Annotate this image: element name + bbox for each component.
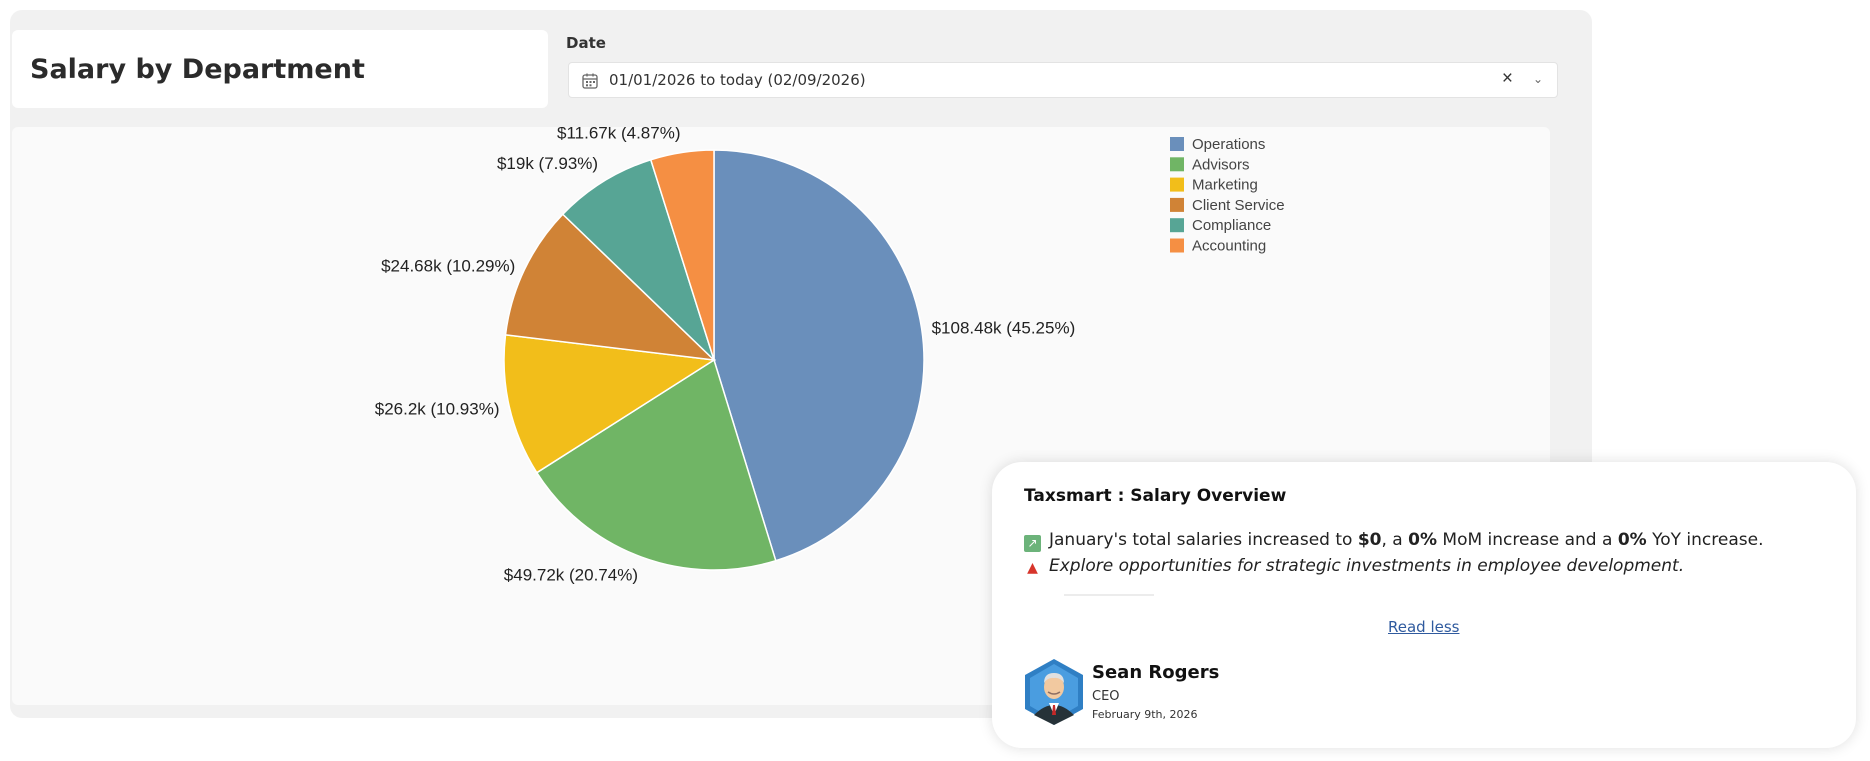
legend-label-marketing[interactable]: Marketing bbox=[1192, 177, 1258, 194]
legend-label-compliance[interactable]: Compliance bbox=[1192, 217, 1271, 234]
chart-increasing-icon: ↗ bbox=[1024, 535, 1041, 552]
clear-icon[interactable]: × bbox=[1501, 68, 1513, 89]
page-title: Salary by Department bbox=[30, 54, 365, 85]
pie-slice-client-service[interactable] bbox=[504, 213, 717, 362]
pie-slice-marketing[interactable] bbox=[503, 333, 717, 474]
date-range-value: 01/01/2026 to today (02/09/2026) bbox=[609, 71, 866, 89]
data-label-advisors: $49.72k (20.74%) bbox=[504, 565, 638, 584]
pie-slice-accounting[interactable] bbox=[649, 149, 715, 361]
chevron-down-icon[interactable]: ⌄ bbox=[1532, 72, 1543, 86]
alarm-light-icon: ▲ bbox=[1027, 560, 1038, 576]
salary-overview-card: Taxsmart : Salary Overview ↗ January's to… bbox=[992, 462, 1856, 748]
legend-swatch-advisors bbox=[1170, 157, 1184, 172]
insight-text-3: MoM increase and a bbox=[1437, 530, 1618, 550]
insight-total-value: $0 bbox=[1357, 530, 1382, 550]
legend-swatch-accounting bbox=[1170, 238, 1184, 253]
author-role: CEO bbox=[1092, 689, 1120, 704]
legend-swatch-marketing bbox=[1170, 177, 1184, 192]
data-label-client-service: $24.68k (10.29%) bbox=[381, 257, 515, 276]
insight-mom-value: 0% bbox=[1408, 530, 1438, 550]
pie-slice-advisors[interactable] bbox=[535, 358, 777, 571]
data-label-operations: $108.48k (45.25%) bbox=[932, 318, 1076, 337]
overview-recommendation-line: ▲ Explore opportunities for strategic inv… bbox=[1024, 556, 1684, 577]
insight-text-1: January's total salaries increased to bbox=[1049, 530, 1358, 550]
legend-swatch-compliance bbox=[1170, 218, 1184, 233]
pie-chart: $108.48k (45.25%) $49.72k (20.74%) $26.2k … bbox=[375, 127, 1285, 584]
legend-label-client-service[interactable]: Client Service bbox=[1192, 197, 1285, 214]
legend-label-advisors[interactable]: Advisors bbox=[1192, 156, 1250, 173]
overview-insight-line: ↗ January's total salaries increased to $… bbox=[1024, 530, 1763, 552]
author-date: February 9th, 2026 bbox=[1092, 708, 1198, 721]
insight-yoy-value: 0% bbox=[1617, 530, 1647, 550]
date-filter-label: Date bbox=[566, 34, 606, 52]
data-label-compliance: $19k (7.93%) bbox=[497, 154, 598, 173]
avatar bbox=[1025, 659, 1083, 725]
pie-slice-compliance[interactable] bbox=[561, 158, 715, 361]
insight-text-2: , a bbox=[1381, 530, 1409, 550]
author-name: Sean Rogers bbox=[1092, 662, 1220, 683]
date-range-picker[interactable]: 01/01/2026 to today (02/09/2026) × ⌄ bbox=[568, 62, 1558, 98]
calendar-icon bbox=[582, 73, 598, 89]
data-label-accounting: $11.67k (4.87%) bbox=[557, 127, 680, 143]
data-label-marketing: $26.2k (10.93%) bbox=[375, 400, 500, 419]
recommendation-text: Explore opportunities for strategic inve… bbox=[1049, 556, 1685, 576]
pie-slice-operations[interactable] bbox=[713, 149, 925, 562]
legend-swatch-operations bbox=[1170, 137, 1184, 151]
insight-text-4: YoY increase. bbox=[1646, 530, 1764, 550]
title-card: Salary by Department bbox=[12, 30, 548, 108]
faded-text-divider bbox=[1064, 594, 1154, 596]
legend-swatch-client-service bbox=[1170, 197, 1184, 212]
read-less-link[interactable]: Read less bbox=[1388, 618, 1460, 636]
legend-label-operations[interactable]: Operations bbox=[1192, 136, 1265, 153]
overview-title: Taxsmart : Salary Overview bbox=[1024, 486, 1287, 506]
legend-label-accounting[interactable]: Accounting bbox=[1192, 238, 1266, 255]
